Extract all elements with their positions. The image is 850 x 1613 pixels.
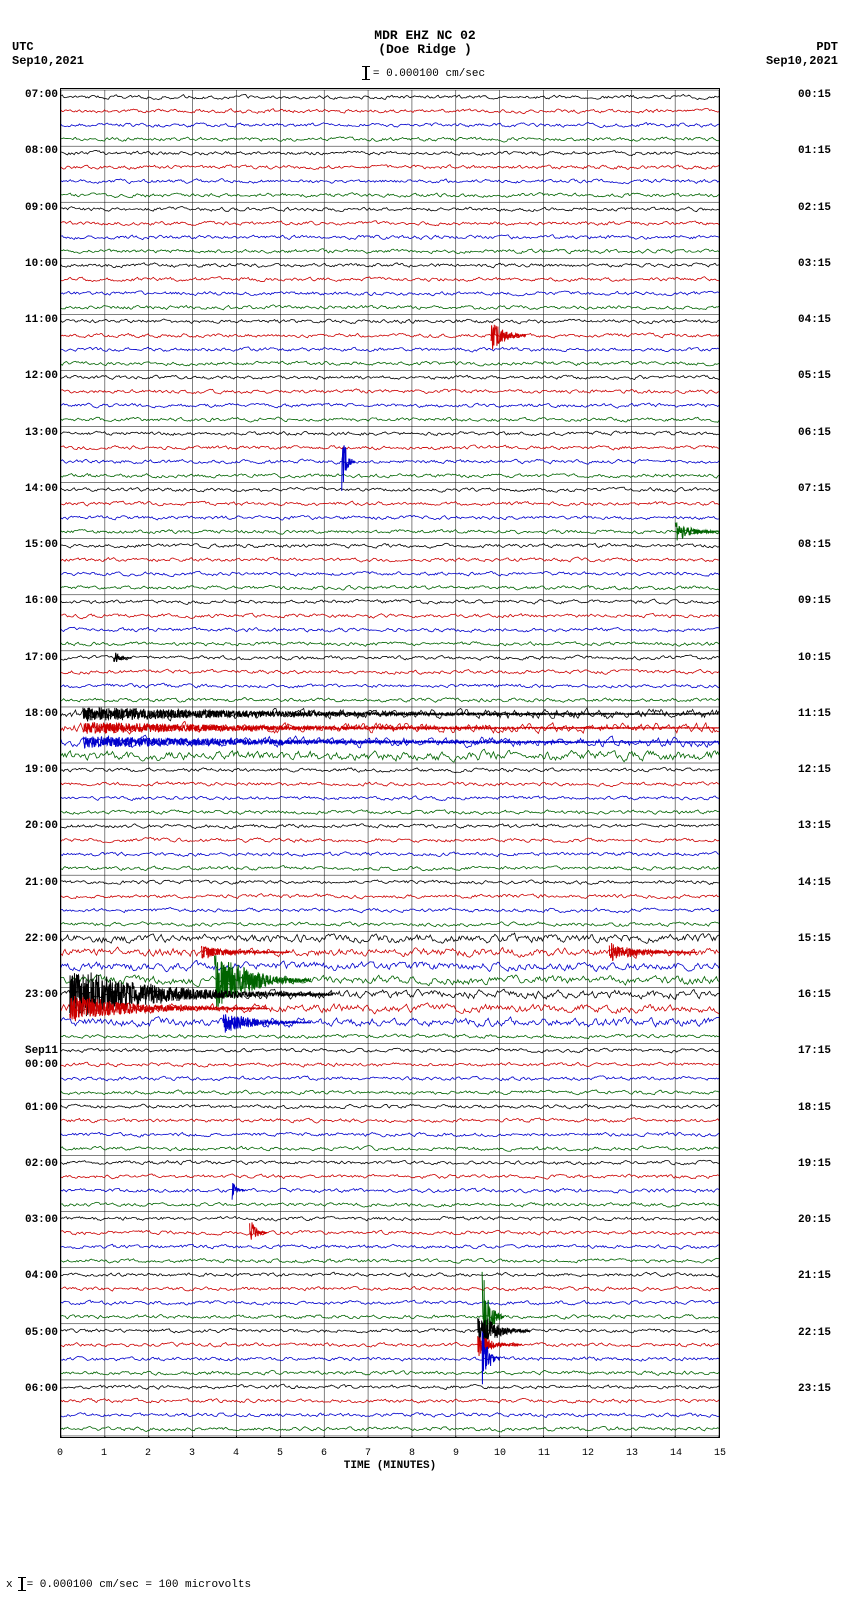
utc-label: 11:00 <box>0 314 58 326</box>
chart-title: MDR EHZ NC 02 <box>0 28 850 43</box>
scale-bar-icon <box>365 66 367 80</box>
x-axis-title: TIME (MINUTES) <box>60 1460 720 1472</box>
pdt-label: 14:15 <box>798 877 850 889</box>
traces-layer <box>61 89 719 1437</box>
pdt-label: 19:15 <box>798 1158 850 1170</box>
utc-label: 03:00 <box>0 1214 58 1226</box>
pdt-label: 23:15 <box>798 1383 850 1395</box>
timezone-right: PDT <box>816 40 838 54</box>
utc-label: 22:00 <box>0 933 58 945</box>
pdt-label: 10:15 <box>798 652 850 664</box>
utc-label: 09:00 <box>0 202 58 214</box>
utc-label: 01:00 <box>0 1102 58 1114</box>
utc-label: Sep11 <box>0 1045 58 1057</box>
pdt-label: 01:15 <box>798 145 850 157</box>
pdt-label: 12:15 <box>798 764 850 776</box>
pdt-label: 17:15 <box>798 1045 850 1057</box>
x-tick-label: 1 <box>101 1448 107 1459</box>
pdt-label: 11:15 <box>798 708 850 720</box>
scale-bar-icon <box>21 1577 23 1591</box>
x-tick-label: 14 <box>670 1448 682 1459</box>
x-tick-label: 7 <box>365 1448 371 1459</box>
scale-text: = 0.000100 cm/sec <box>373 68 485 80</box>
date-left: Sep10,2021 <box>12 54 84 68</box>
pdt-time-axis: 00:15 01:15 02:15 03:15 04:15 05:15 06:15 07:15… <box>792 88 850 1438</box>
utc-label: 04:00 <box>0 1270 58 1282</box>
chart-subtitle: (Doe Ridge ) <box>0 42 850 57</box>
pdt-label: 09:15 <box>798 595 850 607</box>
x-tick-label: 9 <box>453 1448 459 1459</box>
x-tick-label: 5 <box>277 1448 283 1459</box>
pdt-label: 21:15 <box>798 1270 850 1282</box>
x-tick-label: 13 <box>626 1448 638 1459</box>
utc-label: 19:00 <box>0 764 58 776</box>
pdt-label: 18:15 <box>798 1102 850 1114</box>
pdt-label: 22:15 <box>798 1327 850 1339</box>
utc-label: 17:00 <box>0 652 58 664</box>
pdt-label: 15:15 <box>798 933 850 945</box>
utc-label: 05:00 <box>0 1327 58 1339</box>
x-tick-label: 2 <box>145 1448 151 1459</box>
utc-label: 12:00 <box>0 370 58 382</box>
pdt-label: 03:15 <box>798 258 850 270</box>
x-tick-label: 8 <box>409 1448 415 1459</box>
utc-label: 06:00 <box>0 1383 58 1395</box>
scale-legend: = 0.000100 cm/sec <box>0 66 850 80</box>
pdt-label: 13:15 <box>798 820 850 832</box>
utc-label: 08:00 <box>0 145 58 157</box>
utc-label: 16:00 <box>0 595 58 607</box>
x-tick-label: 4 <box>233 1448 239 1459</box>
pdt-label: 06:15 <box>798 427 850 439</box>
seismogram-plot <box>60 88 720 1438</box>
x-tick-label: 3 <box>189 1448 195 1459</box>
pdt-label: 02:15 <box>798 202 850 214</box>
utc-label: 18:00 <box>0 708 58 720</box>
x-tick-label: 15 <box>714 1448 726 1459</box>
x-tick-label: 11 <box>538 1448 550 1459</box>
utc-label: 07:00 <box>0 89 58 101</box>
timezone-left: UTC <box>12 40 34 54</box>
pdt-label: 07:15 <box>798 483 850 495</box>
footer-text: = 0.000100 cm/sec = 100 microvolts <box>27 1579 251 1591</box>
x-tick-label: 10 <box>494 1448 506 1459</box>
utc-time-axis: 07:00 08:00 09:00 10:00 11:00 12:00 13:00 14:00… <box>0 88 58 1438</box>
x-tick-label: 6 <box>321 1448 327 1459</box>
utc-label: 14:00 <box>0 483 58 495</box>
pdt-label: 04:15 <box>798 314 850 326</box>
utc-label: 15:00 <box>0 539 58 551</box>
utc-label: 13:00 <box>0 427 58 439</box>
pdt-label: 05:15 <box>798 370 850 382</box>
utc-label: 10:00 <box>0 258 58 270</box>
footer-scale: x= 0.000100 cm/sec = 100 microvolts <box>6 1577 251 1591</box>
utc-label: 00:00 <box>0 1059 58 1071</box>
pdt-label: 08:15 <box>798 539 850 551</box>
date-right: Sep10,2021 <box>766 54 838 68</box>
x-tick-label: 12 <box>582 1448 594 1459</box>
utc-label: 23:00 <box>0 989 58 1001</box>
utc-label: 20:00 <box>0 820 58 832</box>
pdt-label: 20:15 <box>798 1214 850 1226</box>
x-tick-label: 0 <box>57 1448 63 1459</box>
pdt-label: 16:15 <box>798 989 850 1001</box>
utc-label: 21:00 <box>0 877 58 889</box>
pdt-label: 00:15 <box>798 89 850 101</box>
utc-label: 02:00 <box>0 1158 58 1170</box>
